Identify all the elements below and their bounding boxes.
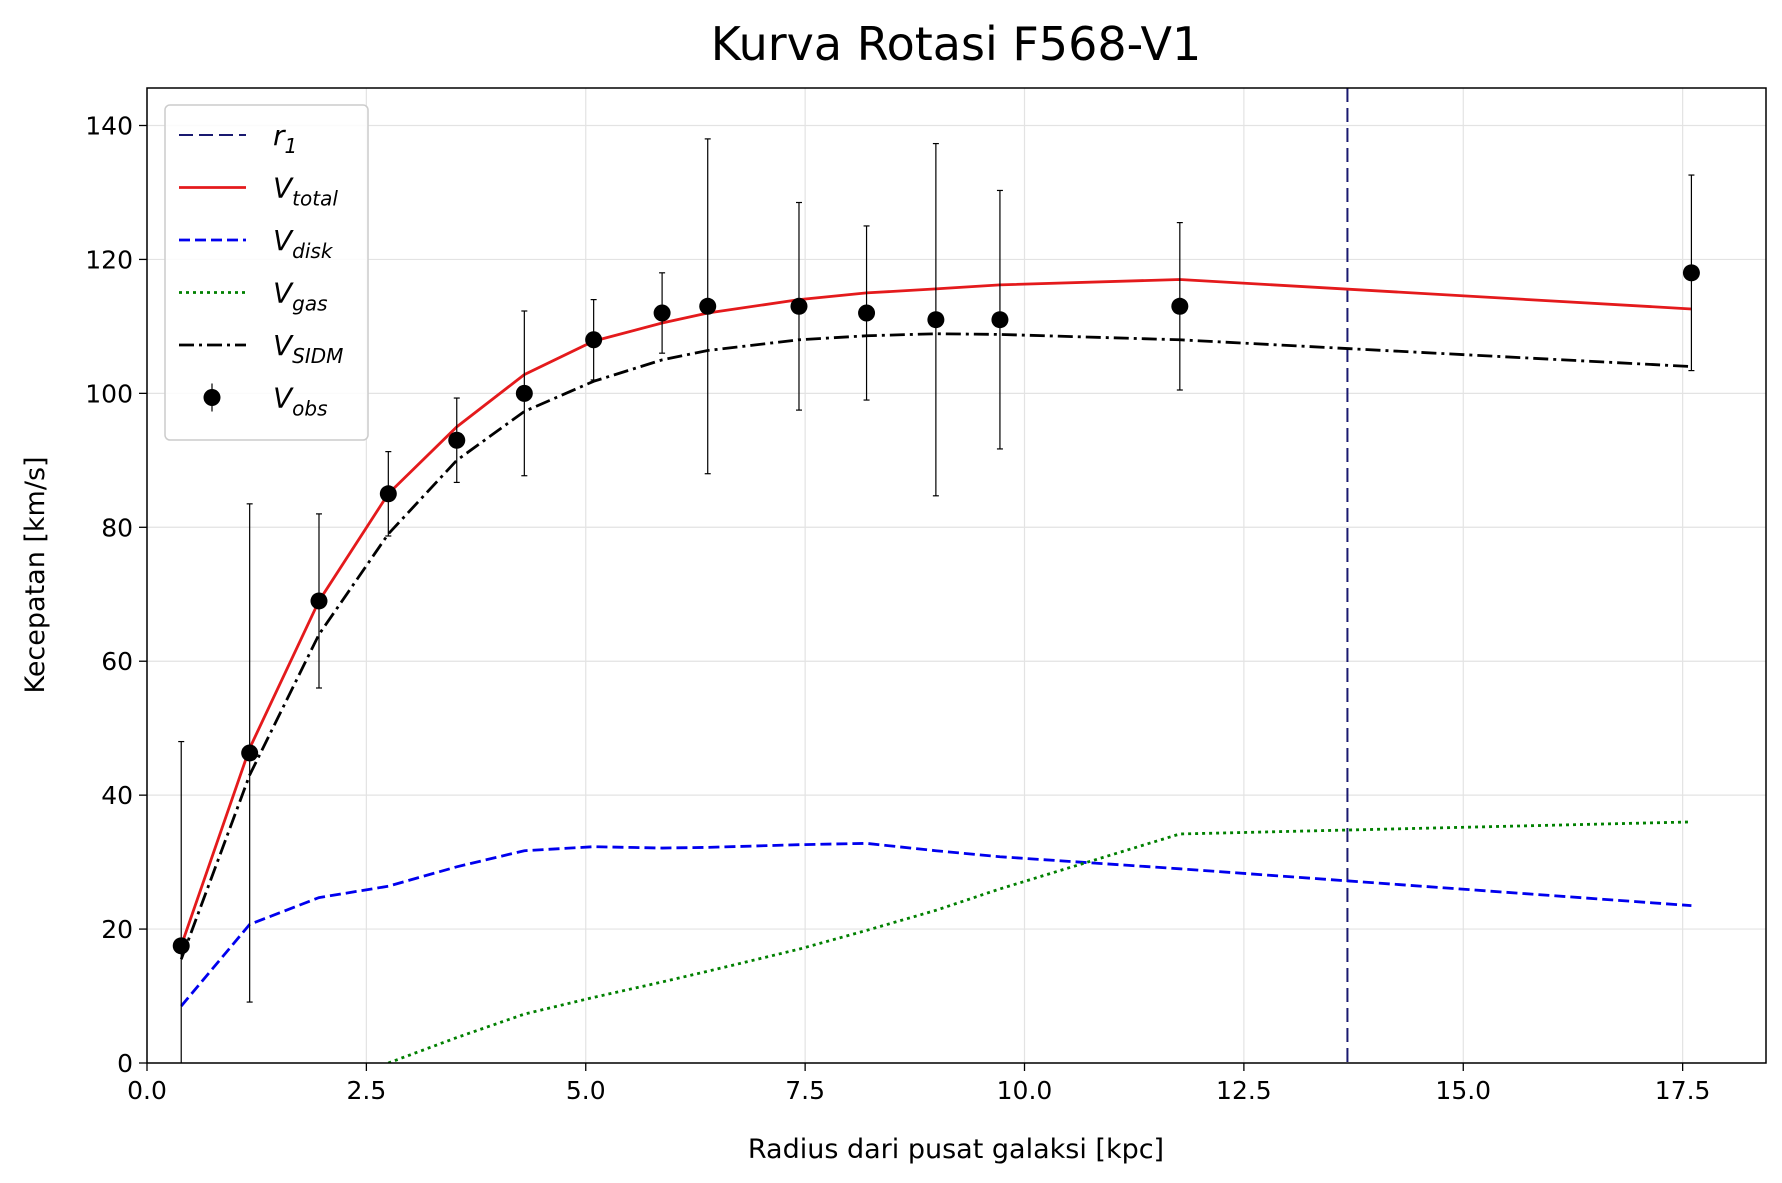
chart-title: Kurva Rotasi F568-V1 bbox=[711, 17, 1202, 71]
x-tick-label: 7.5 bbox=[785, 1076, 825, 1105]
x-tick-label: 5.0 bbox=[566, 1076, 606, 1105]
data-point bbox=[172, 937, 190, 955]
data-point bbox=[241, 744, 259, 762]
y-tick-label: 140 bbox=[85, 112, 133, 141]
series-line bbox=[387, 820, 1692, 1063]
y-axis-label: Kecepatan [km/s] bbox=[20, 456, 51, 693]
legend-label-sub: 1 bbox=[285, 134, 298, 158]
ticks: 0.0 2.5 5.0 7.5 10.0 12.5 15.0 17.5 0 20 40 60 80 100… bbox=[85, 112, 1710, 1106]
legend-label-main: V bbox=[273, 277, 294, 310]
legend-box bbox=[164, 104, 369, 441]
x-tick-label: 12.5 bbox=[1216, 1076, 1272, 1105]
y-tick-label: 20 bbox=[101, 915, 133, 944]
y-tick-label: 120 bbox=[85, 245, 133, 274]
y-tick-label: 40 bbox=[101, 781, 133, 810]
data-point bbox=[515, 384, 533, 402]
axes-frame bbox=[146, 87, 1767, 1064]
data-point bbox=[699, 297, 717, 315]
legend-label-main: V bbox=[273, 224, 294, 257]
legend-label: Vdisk bbox=[273, 224, 334, 263]
legend-label-sub: gas bbox=[292, 292, 327, 316]
data-point bbox=[448, 431, 466, 449]
legend-label-sub: total bbox=[292, 187, 338, 211]
data-point bbox=[653, 304, 671, 322]
y-tick-label: 0 bbox=[117, 1049, 133, 1078]
legend-label-main: V bbox=[273, 172, 294, 205]
legend-label: r1 bbox=[273, 119, 297, 158]
x-axis-label: Radius dari pusat galaksi [kpc] bbox=[748, 1134, 1164, 1165]
plot-area bbox=[172, 88, 1700, 1063]
series-line bbox=[180, 841, 1692, 1007]
series-line bbox=[179, 332, 1692, 960]
y-tick-label: 80 bbox=[101, 513, 133, 542]
data-point bbox=[991, 311, 1009, 329]
legend-label-main: V bbox=[273, 329, 294, 362]
legend-label-main: r bbox=[273, 119, 286, 152]
x-tick-label: 10.0 bbox=[997, 1076, 1053, 1105]
data-point bbox=[310, 592, 328, 610]
x-tick-label: 17.5 bbox=[1655, 1076, 1711, 1105]
legend-label-main: V bbox=[273, 382, 294, 415]
legend-label-sub: obs bbox=[292, 397, 327, 421]
x-tick-label: 2.5 bbox=[346, 1076, 386, 1105]
legend-label-sub: disk bbox=[292, 239, 334, 263]
x-tick-label: 15.0 bbox=[1435, 1076, 1491, 1105]
legend-label-sub: SIDM bbox=[292, 344, 343, 368]
data-point bbox=[927, 311, 945, 329]
data-point bbox=[790, 297, 808, 315]
grid bbox=[146, 88, 1766, 1064]
y-tick-label: 100 bbox=[85, 379, 133, 408]
legend-label: Vtotal bbox=[273, 172, 338, 211]
data-point bbox=[379, 485, 397, 503]
data-point bbox=[585, 331, 603, 349]
legend-label: Vgas bbox=[273, 277, 328, 316]
y-tick-label: 60 bbox=[101, 647, 133, 676]
legend-label: Vobs bbox=[273, 382, 328, 421]
data-point bbox=[1171, 297, 1189, 315]
data-point bbox=[1682, 264, 1700, 282]
legend-label: VSIDM bbox=[273, 329, 343, 368]
legend-swatch bbox=[203, 389, 221, 406]
data-point bbox=[858, 304, 876, 322]
x-tick-label: 0.0 bbox=[127, 1076, 167, 1105]
